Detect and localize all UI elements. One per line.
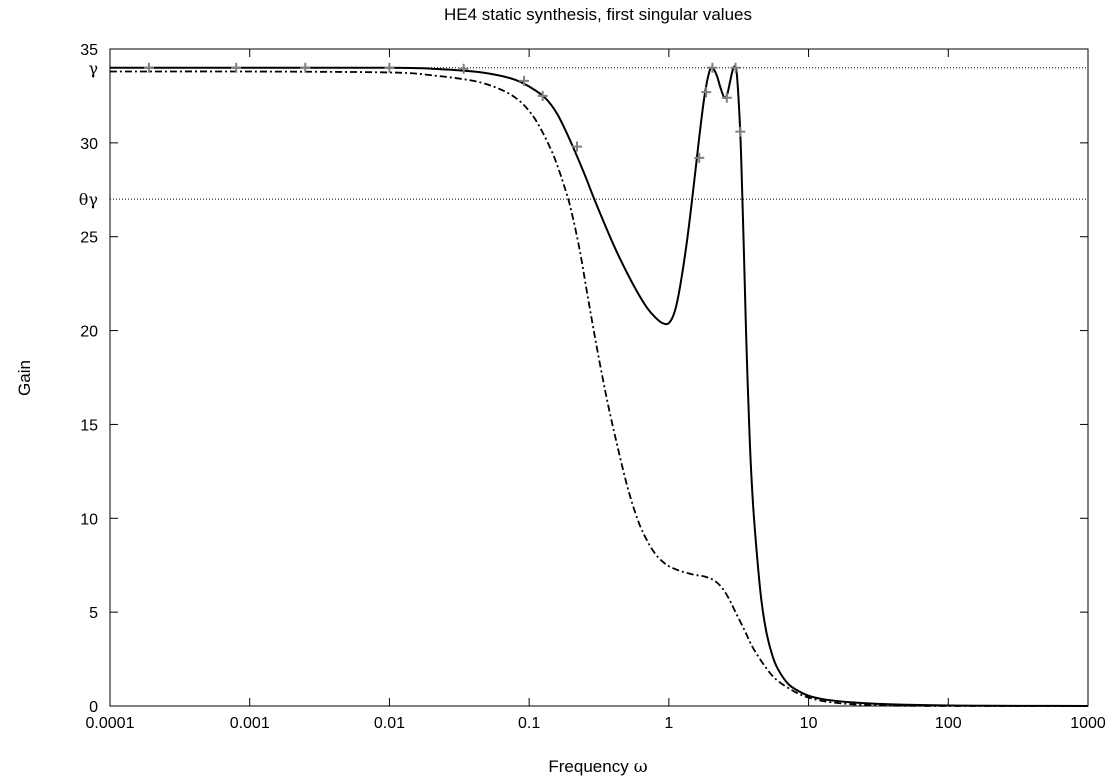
x-tick-label: 0.01 — [374, 715, 405, 732]
series-line-0 — [110, 65, 1089, 707]
y-tick-label: 25 — [80, 230, 98, 247]
x-tick-label: 100 — [935, 715, 962, 732]
marker-point — [519, 75, 530, 86]
marker-point — [735, 126, 746, 137]
series-markers — [143, 62, 746, 163]
marker-point — [694, 152, 705, 163]
x-tick-label: 0.001 — [230, 715, 270, 732]
y-axis-label: Gain — [15, 360, 34, 396]
marker-point — [231, 62, 242, 73]
marker-point — [730, 62, 741, 73]
marker-point — [537, 90, 548, 101]
y-tick-label: 35 — [80, 42, 98, 59]
y-tick-label: 20 — [80, 324, 98, 341]
y-tick-label: 10 — [80, 511, 98, 528]
x-axis-label: Frequency ω — [548, 757, 647, 777]
reference-label-0: γ — [88, 59, 98, 78]
chart-title: HE4 static synthesis, first singular val… — [444, 5, 752, 24]
marker-point — [707, 62, 718, 73]
axis-ticks: 0.0001 0.001 0.01 0.1 1 10 100 1000 0 5 10 15 20 25 30… — [80, 42, 1106, 732]
marker-point — [143, 62, 154, 73]
marker-point — [300, 62, 311, 73]
plot-frame — [109, 48, 1089, 707]
x-tick-label: 0.0001 — [86, 715, 135, 732]
y-tick-label: 30 — [80, 136, 98, 153]
y-tick-label: 15 — [80, 417, 98, 434]
series-lines — [109, 65, 1089, 707]
marker-point — [571, 141, 582, 152]
reference-label-1: θγ — [79, 190, 98, 209]
x-axis-label-text: Frequency — [548, 757, 629, 776]
marker-point — [721, 92, 732, 103]
series-line-1 — [109, 70, 1089, 707]
marker-point — [458, 63, 469, 74]
x-tick-label: 1000 — [1070, 715, 1106, 732]
marker-point — [384, 62, 395, 73]
reference-lines: γ θγ — [79, 59, 1088, 209]
x-axis-label-symbol: ω — [634, 757, 648, 777]
y-tick-label: 5 — [89, 605, 98, 622]
y-tick-label: 0 — [89, 699, 98, 716]
x-tick-label: 1 — [664, 715, 673, 732]
x-tick-label: 0.1 — [518, 715, 540, 732]
marker-point — [701, 87, 712, 98]
x-tick-label: 10 — [800, 715, 818, 732]
